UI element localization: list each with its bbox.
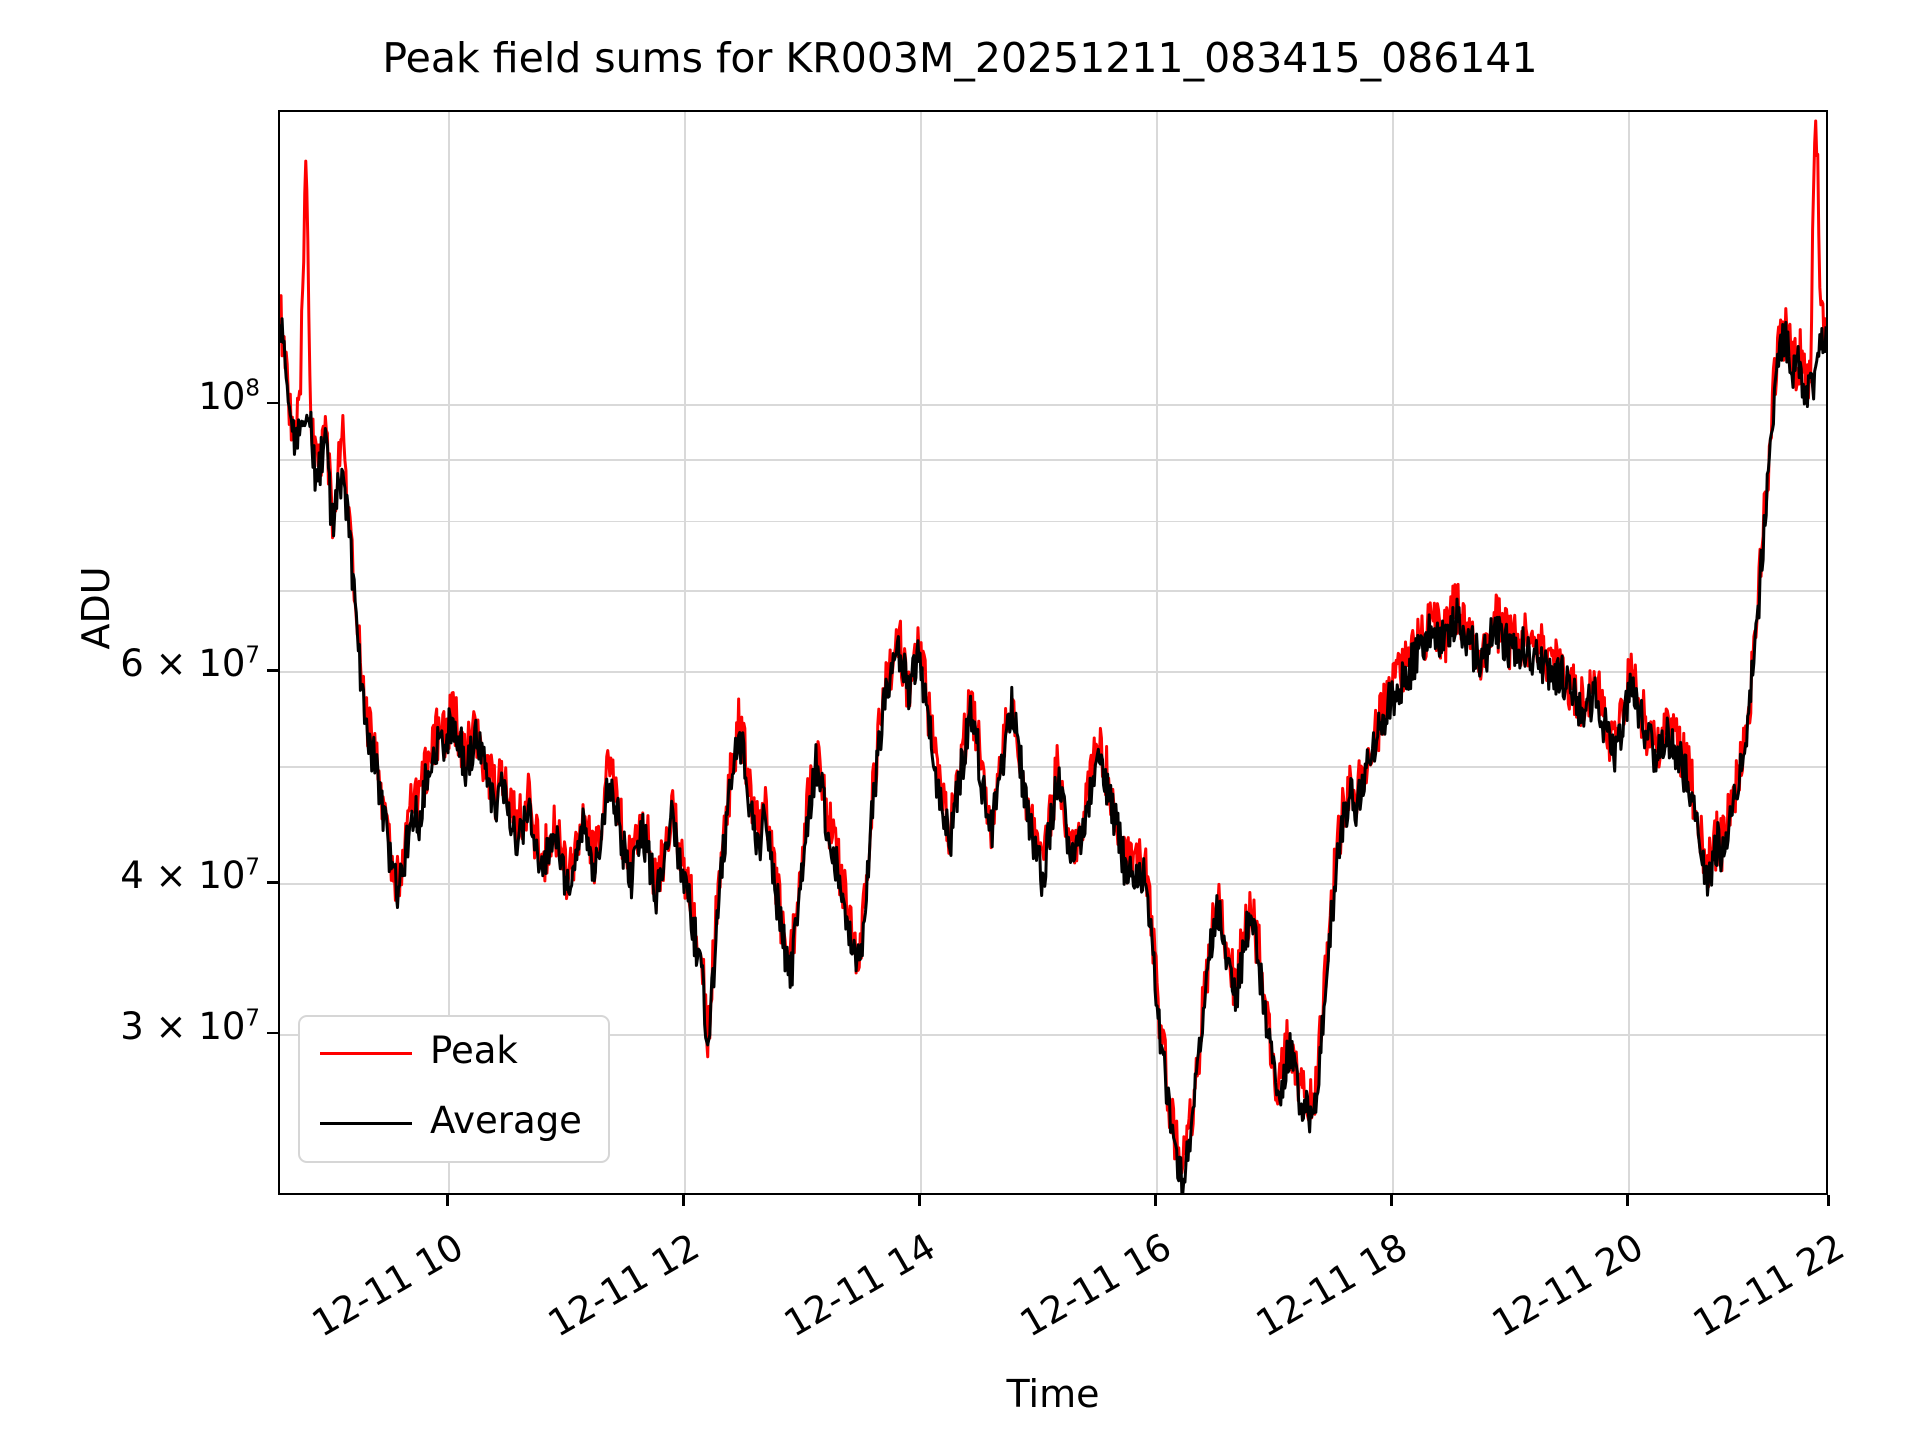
- y-tick-mark: [267, 1031, 278, 1035]
- legend-label-average: Average: [430, 1099, 582, 1142]
- legend-item-average: Average: [300, 1093, 608, 1153]
- gridline-horizontal: [280, 1033, 1826, 1036]
- gridline-vertical: [1392, 112, 1395, 1193]
- x-tick-label: 12-11 16: [1013, 1225, 1179, 1346]
- x-tick-label: 12-11 10: [305, 1225, 471, 1346]
- gridline-horizontal: [280, 671, 1826, 673]
- y-tick-mark: [267, 669, 278, 672]
- y-tick-label: 4 × 107: [120, 854, 260, 898]
- plot-area: [278, 110, 1828, 1195]
- x-tick-label: 12-11 18: [1249, 1225, 1415, 1346]
- x-tick-label: 12-11 20: [1485, 1225, 1651, 1346]
- gridline-vertical: [448, 112, 451, 1193]
- gridline-horizontal: [280, 403, 1826, 406]
- y-axis-label: ADU: [74, 566, 118, 650]
- gridline-horizontal: [280, 590, 1826, 593]
- gridline-horizontal: [280, 458, 1826, 461]
- gridline-vertical: [1628, 112, 1631, 1193]
- y-tick-label: 108: [198, 374, 260, 418]
- x-tick-label: 12-11 14: [777, 1225, 943, 1346]
- gridline-horizontal: [280, 520, 1826, 523]
- x-tick-mark: [1827, 1195, 1830, 1206]
- legend-swatch-average: [320, 1122, 412, 1125]
- y-tick-label: 6 × 107: [120, 642, 260, 686]
- legend: Peak Average: [298, 1015, 610, 1163]
- chart-title: Peak field sums for KR003M_20251211_0834…: [382, 34, 1538, 82]
- x-tick-label: 12-11 12: [541, 1225, 707, 1346]
- x-tick-label: 12-11 22: [1685, 1225, 1852, 1346]
- gridline-vertical: [684, 112, 687, 1193]
- x-axis-label: Time: [1006, 1372, 1100, 1416]
- x-tick-mark: [1390, 1195, 1393, 1206]
- legend-swatch-peak: [320, 1052, 412, 1055]
- x-tick-mark: [446, 1195, 449, 1206]
- y-tick-mark: [267, 881, 278, 884]
- x-tick-mark: [1626, 1195, 1629, 1206]
- y-tick-mark: [267, 401, 278, 405]
- x-tick-mark: [918, 1195, 921, 1206]
- x-tick-mark: [682, 1195, 685, 1206]
- gridline-vertical: [1156, 112, 1159, 1193]
- y-tick-label: 3 × 107: [120, 1004, 260, 1048]
- gridline-horizontal: [280, 883, 1826, 886]
- legend-label-peak: Peak: [430, 1029, 518, 1072]
- series-line-average: [280, 319, 1826, 1193]
- series-lines: [280, 112, 1826, 1193]
- gridline-horizontal: [280, 766, 1826, 769]
- legend-item-peak: Peak: [300, 1023, 608, 1083]
- x-tick-mark: [1154, 1195, 1157, 1206]
